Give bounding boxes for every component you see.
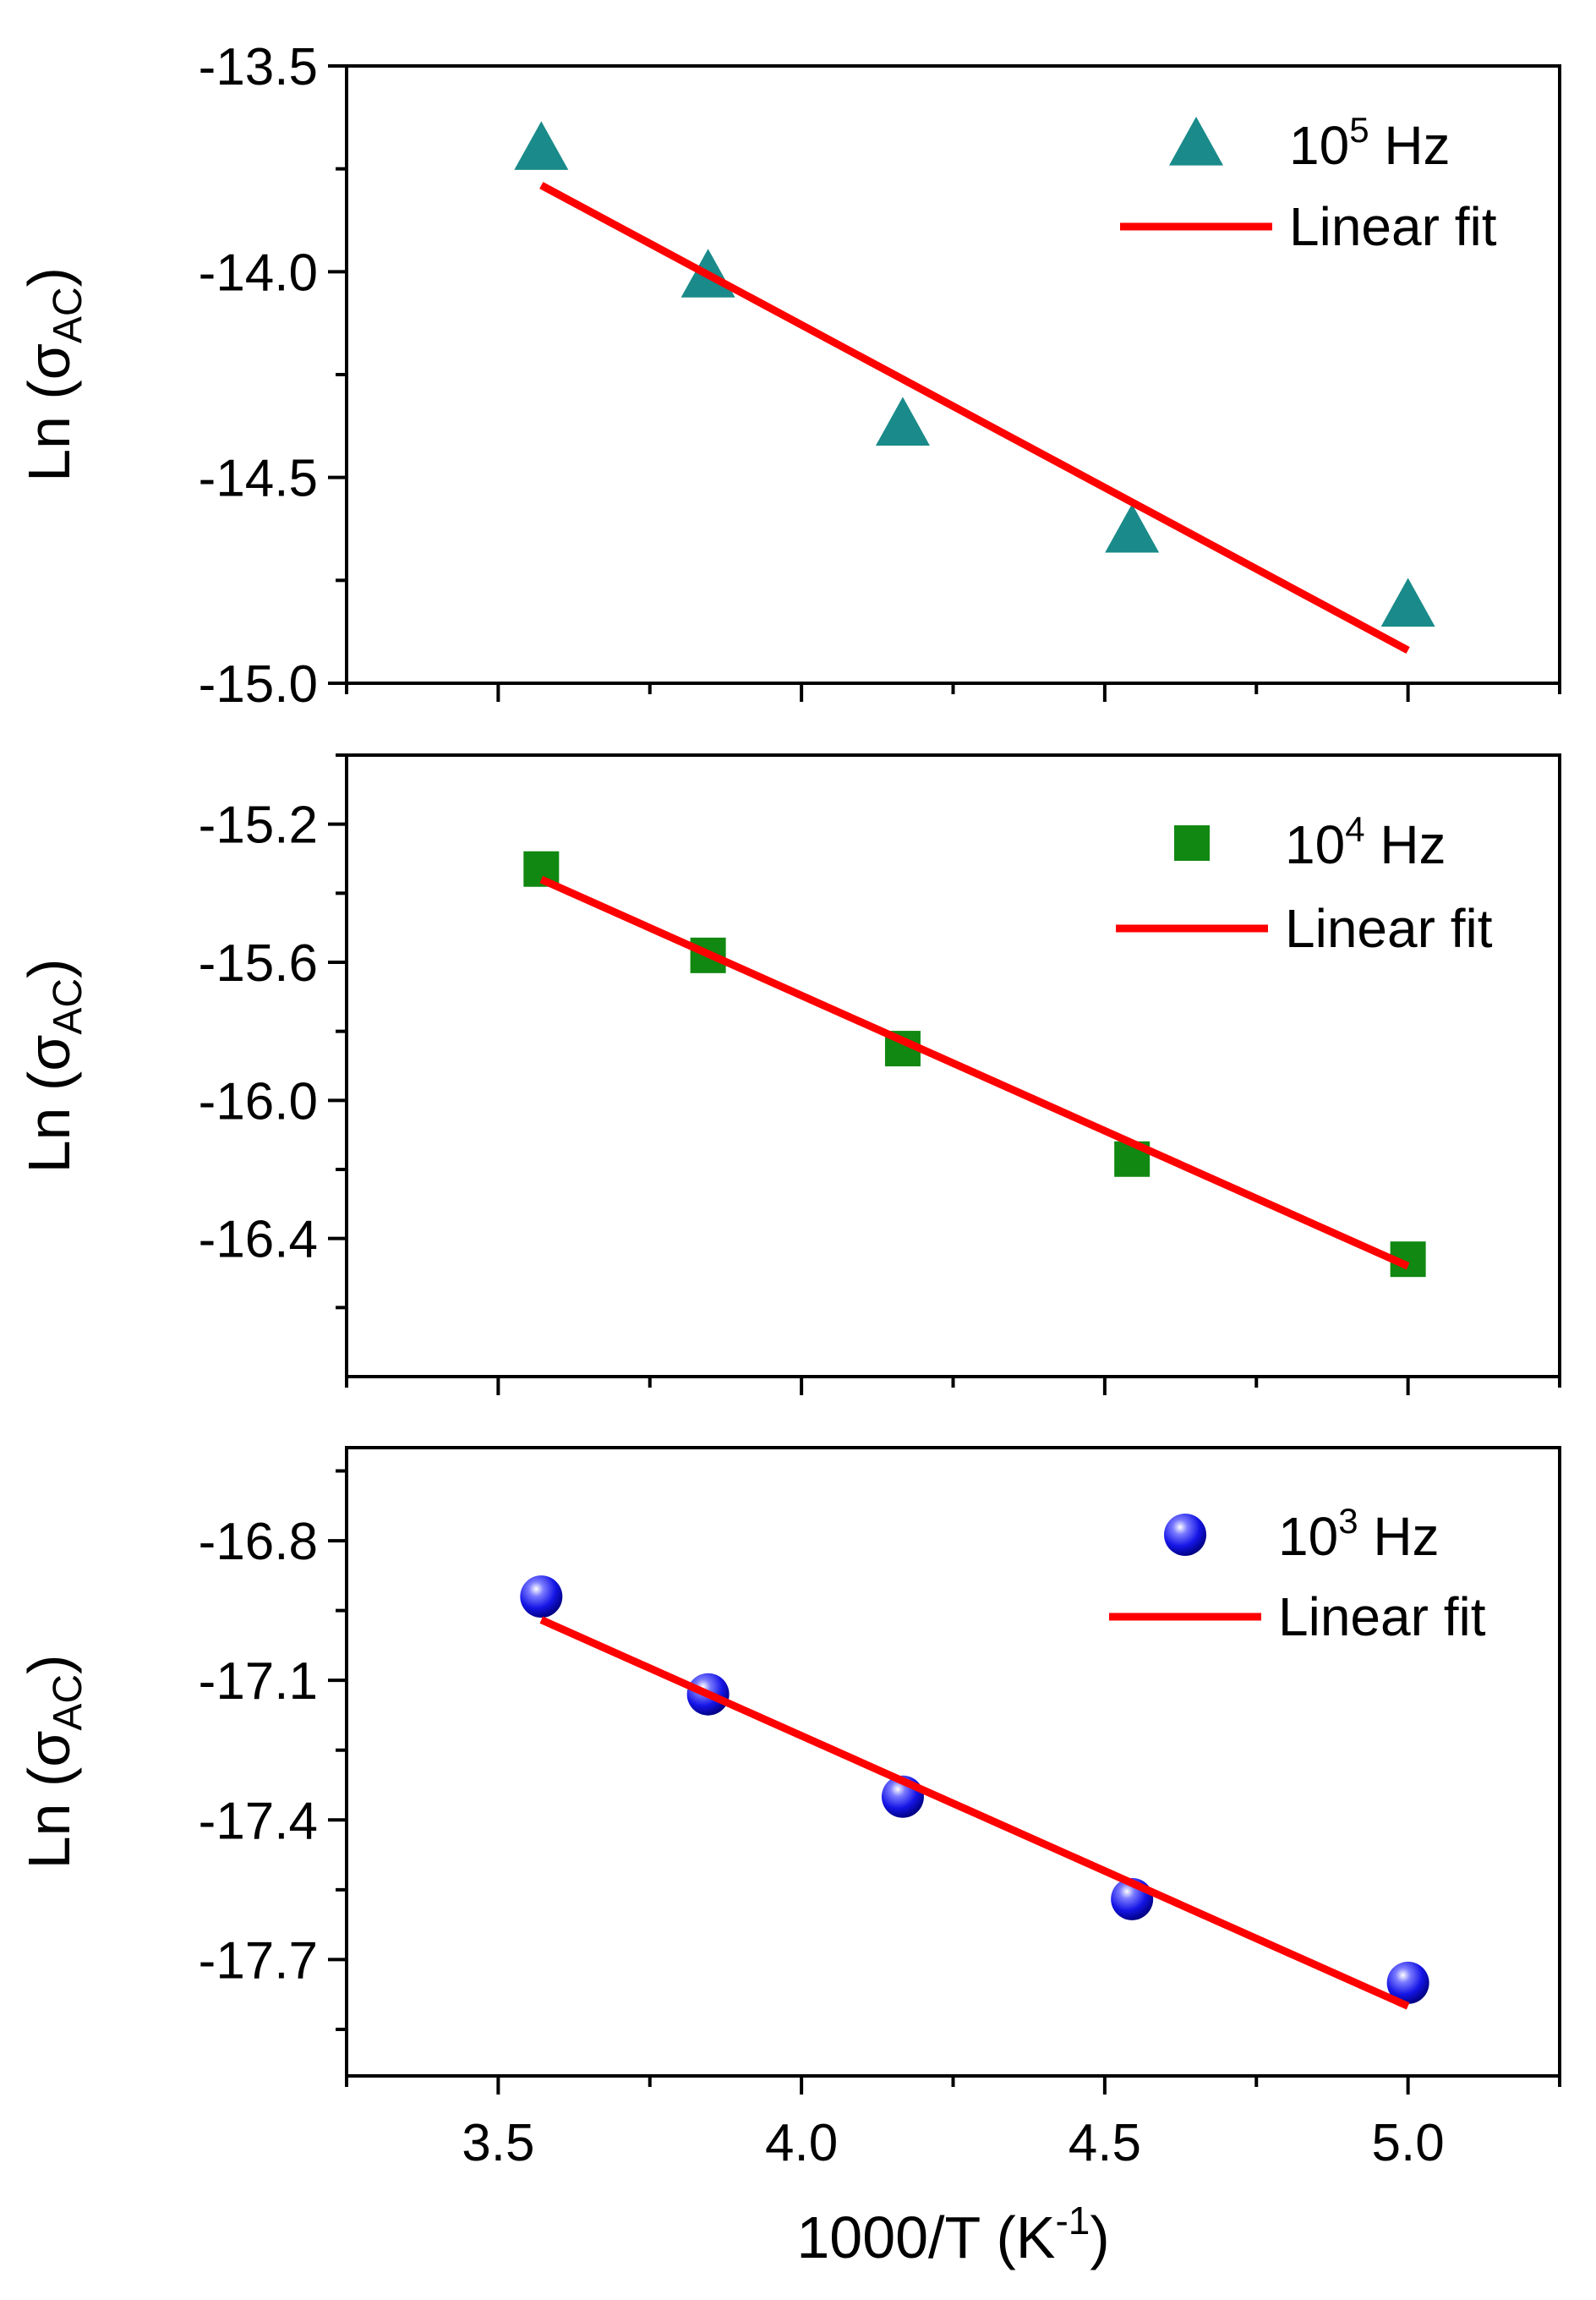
legend: 105 Hz Linear fit bbox=[1120, 110, 1497, 257]
data-point bbox=[875, 397, 930, 446]
data-point bbox=[514, 121, 569, 170]
panel-middle: -15.2 -15.6 -16.0 -16.4 Ln (σAC) 104 Hz Linear… bbox=[16, 753, 1561, 1395]
y-axis-label-suffix: ) bbox=[16, 1655, 82, 1674]
legend: 104 Hz Linear fit bbox=[1116, 809, 1493, 959]
legend-label-series: 104 Hz bbox=[1285, 809, 1446, 875]
data-point bbox=[1105, 503, 1160, 553]
data-point bbox=[1380, 578, 1435, 627]
x-axis-label-prefix: 1000/T (K bbox=[796, 2204, 1055, 2270]
y-tick-label: -17.1 bbox=[199, 1652, 318, 1711]
x-axis-label: 1000/T (K-1) bbox=[796, 2199, 1109, 2270]
linear-fit-line bbox=[539, 875, 1410, 1270]
panel-top: -13.5 -14.0 -14.5 -15.0 Ln (σAC) 105 Hz Linear… bbox=[16, 38, 1561, 714]
data-point bbox=[1386, 1961, 1429, 2004]
legend-label-series: 105 Hz bbox=[1289, 110, 1451, 176]
legend-exp: 4 bbox=[1345, 809, 1364, 849]
y-tick-label: -13.5 bbox=[199, 38, 318, 96]
y-axis-label-symbol: σ bbox=[16, 1731, 82, 1767]
y-tick-label: -14.0 bbox=[199, 244, 318, 302]
legend-marker bbox=[1174, 825, 1210, 861]
y-tick-label: -16.8 bbox=[199, 1513, 318, 1571]
y-axis-label-symbol: σ bbox=[16, 343, 82, 380]
y-axis-label-prefix: Ln ( bbox=[16, 1767, 82, 1870]
legend-label-series: 103 Hz bbox=[1278, 1501, 1440, 1567]
x-tick-label: 4.5 bbox=[1069, 2114, 1141, 2172]
legend-unit: Hz bbox=[1358, 1506, 1440, 1567]
legend-label-fit: Linear fit bbox=[1285, 898, 1493, 959]
y-axis-label-prefix: Ln ( bbox=[16, 1071, 82, 1174]
y-axis-label-suffix: ) bbox=[16, 267, 82, 287]
x-axis-label-exp: -1 bbox=[1055, 2199, 1090, 2242]
linear-fit-line bbox=[539, 182, 1410, 654]
y-tick-label: -14.5 bbox=[199, 450, 318, 508]
y-tick-label: -15.0 bbox=[199, 655, 318, 714]
y-axis-label-subscript: AC bbox=[46, 1674, 90, 1731]
y-tick-label: -15.6 bbox=[199, 934, 318, 993]
y-tick-label: -17.4 bbox=[199, 1792, 318, 1850]
legend-base: 10 bbox=[1289, 115, 1349, 176]
y-axis-label: Ln (σAC) bbox=[16, 959, 90, 1174]
legend-base: 10 bbox=[1285, 814, 1345, 875]
x-tick-label: 4.0 bbox=[765, 2114, 838, 2172]
y-axis-label: Ln (σAC) bbox=[16, 267, 90, 482]
data-point bbox=[520, 1575, 563, 1618]
legend-exp: 5 bbox=[1349, 110, 1369, 150]
legend-label-fit: Linear fit bbox=[1289, 196, 1497, 257]
legend-unit: Hz bbox=[1365, 814, 1446, 875]
legend: 103 Hz Linear fit bbox=[1109, 1501, 1486, 1647]
legend-label-fit: Linear fit bbox=[1278, 1586, 1486, 1647]
y-axis-label-subscript: AC bbox=[46, 287, 90, 343]
y-tick-label: -15.2 bbox=[199, 797, 318, 855]
legend-base: 10 bbox=[1278, 1506, 1338, 1567]
legend-marker bbox=[1169, 117, 1223, 166]
x-axis-label-suffix: ) bbox=[1090, 2204, 1109, 2270]
y-axis-label-symbol: σ bbox=[16, 1035, 82, 1071]
y-tick-label: -16.4 bbox=[199, 1211, 318, 1269]
legend-exp: 3 bbox=[1338, 1501, 1358, 1541]
y-tick-label: -17.7 bbox=[199, 1931, 318, 1990]
legend-marker bbox=[1164, 1514, 1206, 1556]
y-axis-label-prefix: Ln ( bbox=[16, 380, 82, 482]
linear-fit-line bbox=[539, 1616, 1410, 2010]
legend-unit: Hz bbox=[1369, 115, 1451, 176]
y-axis-label: Ln (σAC) bbox=[16, 1655, 90, 1870]
y-axis-label-suffix: ) bbox=[16, 959, 82, 978]
panel-bottom: -16.8 -17.1 -17.4 -17.7 Ln (σAC) 3.5 4.0 4.5 5.0… bbox=[16, 1446, 1561, 2270]
x-tick-label: 5.0 bbox=[1372, 2114, 1445, 2172]
x-tick-label: 3.5 bbox=[462, 2114, 534, 2172]
y-tick-label: -16.0 bbox=[199, 1072, 318, 1131]
y-axis-label-subscript: AC bbox=[46, 978, 90, 1035]
